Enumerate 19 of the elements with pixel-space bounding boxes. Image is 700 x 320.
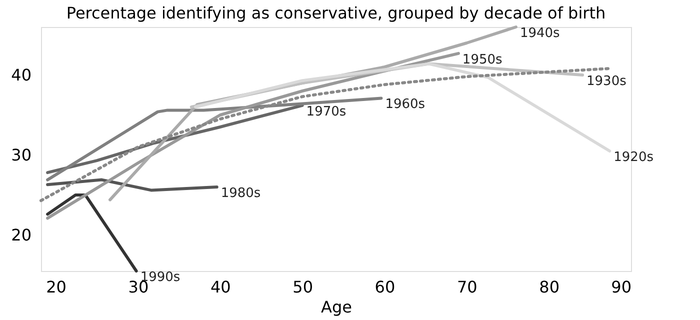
series-label: 1930s [586,74,627,89]
series-label: 1970s [306,104,346,120]
x-tick-label: 70 [456,278,478,296]
y-tick-label: 20 [11,226,32,244]
series-label: 1920s [614,150,654,165]
chart-title: Percentage identifying as conservative, grouped by decade of birth [66,4,606,22]
series-label: 1980s [220,186,261,201]
series-label: 1950s [462,52,503,68]
series-label: 1960s [385,97,426,112]
series-label: 1940s [520,26,560,41]
x-tick-label: 20 [46,278,66,296]
x-tick-label: 50 [292,278,313,296]
x-tick-label: 80 [539,278,560,296]
y-tick-label: 40 [11,66,32,84]
x-tick-label: 90 [611,278,632,296]
x-tick-label: 60 [374,278,396,296]
x-tick-label: 40 [210,278,231,296]
x-axis-title: Age [321,298,352,316]
y-tick-label: 30 [11,146,32,164]
